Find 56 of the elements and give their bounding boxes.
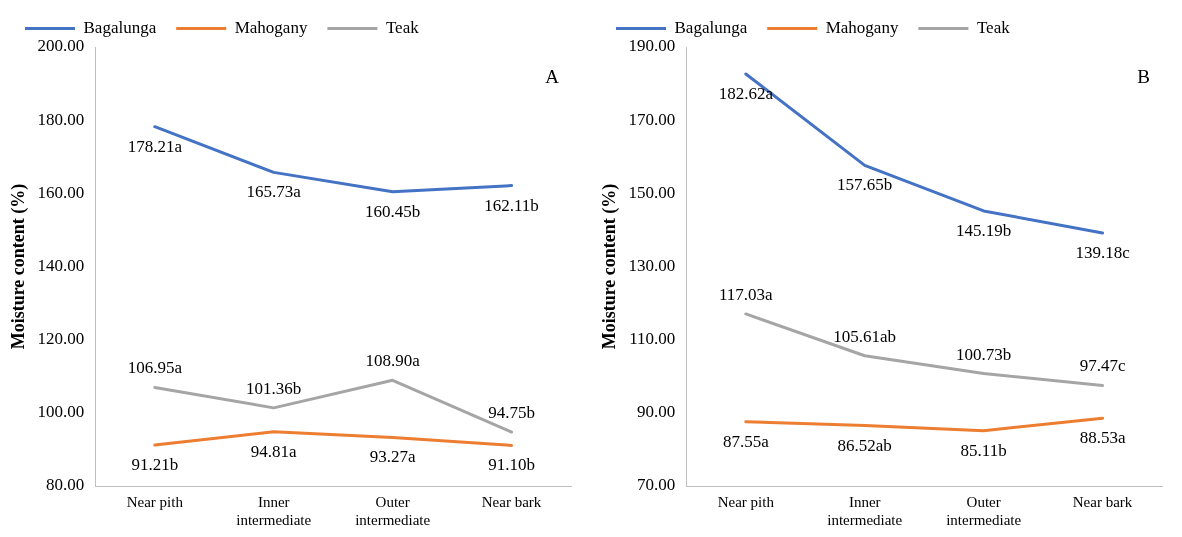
y-tick-label: 70.00 xyxy=(637,475,676,495)
y-tick-label: 100.00 xyxy=(37,402,85,422)
y-tick-label: 80.00 xyxy=(46,475,85,495)
y-tick-label: 200.00 xyxy=(37,36,85,56)
data-label: 182.62a xyxy=(718,83,774,103)
data-label: 97.47c xyxy=(1079,356,1126,376)
data-label: 139.18c xyxy=(1075,242,1131,262)
legend-label: Teak xyxy=(976,17,1011,37)
data-label: 87.55a xyxy=(722,431,770,451)
data-label: 91.10b xyxy=(488,455,535,475)
x-tick-label: Near bark xyxy=(481,493,542,510)
data-label: 157.65b xyxy=(837,175,893,195)
data-label: 105.61ab xyxy=(833,326,897,346)
data-label: 117.03a xyxy=(718,284,774,304)
y-tick-label: 120.00 xyxy=(37,329,85,349)
y-tick-label: 170.00 xyxy=(628,109,676,129)
x-tick-label: Near pith xyxy=(126,493,184,510)
y-tick-label: 190.00 xyxy=(628,36,676,56)
data-label: 93.27a xyxy=(369,447,416,467)
data-label: 108.90a xyxy=(365,351,421,371)
data-label: 91.21b xyxy=(131,454,179,474)
legend-label: Bagalunga xyxy=(83,17,157,37)
y-tick-label: 130.00 xyxy=(628,255,676,275)
x-tick-label: Near bark xyxy=(1072,493,1133,510)
y-tick-label: 180.00 xyxy=(37,109,85,129)
data-label: 94.75b xyxy=(488,403,535,423)
legend-label: Bagalunga xyxy=(674,17,748,37)
y-axis-title: Moisture content (%) xyxy=(8,183,30,350)
x-tick-label: Near pith xyxy=(717,493,775,510)
x-tick-label: Inner intermediate xyxy=(827,493,903,528)
x-tick-label: Outer intermediate xyxy=(355,493,431,528)
data-label: 106.95a xyxy=(127,358,183,378)
data-label: 86.52ab xyxy=(837,435,892,455)
x-tick-label: Inner intermediate xyxy=(236,493,312,528)
data-label: 88.53a xyxy=(1079,428,1126,448)
annotation: A xyxy=(545,66,560,88)
data-label: 145.19b xyxy=(956,220,1012,240)
y-tick-label: 90.00 xyxy=(637,402,676,422)
legend-label: Mahogany xyxy=(234,17,308,37)
data-label: 178.21a xyxy=(127,136,183,156)
y-tick-label: 160.00 xyxy=(37,182,85,202)
legend-label: Mahogany xyxy=(825,17,899,37)
legend-label: Teak xyxy=(385,17,420,37)
y-tick-label: 150.00 xyxy=(628,182,676,202)
y-tick-label: 140.00 xyxy=(37,255,85,275)
y-axis-title: Moisture content (%) xyxy=(599,183,621,350)
data-label: 85.11b xyxy=(960,440,1007,460)
y-tick-label: 110.00 xyxy=(629,329,676,349)
data-label: 162.11b xyxy=(484,195,539,215)
data-label: 100.73b xyxy=(956,344,1012,364)
data-label: 94.81a xyxy=(250,441,298,461)
data-label: 165.73a xyxy=(246,182,302,202)
annotation: B xyxy=(1137,66,1150,88)
data-label: 101.36b xyxy=(246,378,302,398)
x-tick-label: Outer intermediate xyxy=(946,493,1022,528)
data-label: 160.45b xyxy=(365,201,421,221)
